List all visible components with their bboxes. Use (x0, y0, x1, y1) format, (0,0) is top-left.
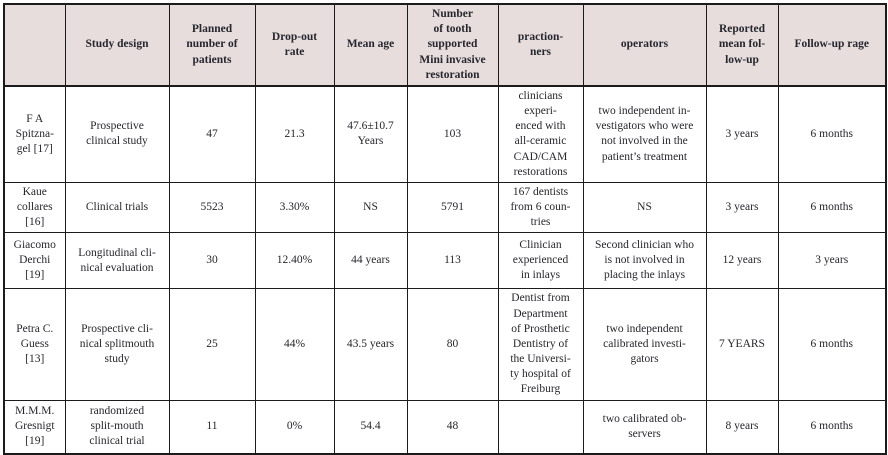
cell-practioners: clinicians experi- enced with all-cerami… (497, 85, 584, 183)
column-header-study-design: Study design (64, 3, 170, 87)
column-header-planned-patients: Planned number of patients (168, 3, 256, 87)
cell-mean-age: 47.6±10.7 Years (333, 85, 408, 183)
column-header-practioners: praction- ners (497, 3, 584, 87)
cell-study-design: Prospective clinical study (64, 85, 170, 183)
cell-mean-age: NS (333, 181, 408, 234)
cell-followup-range: 6 months (777, 288, 887, 401)
cell-dropout-rate: 21.3 (254, 85, 335, 183)
column-header-dropout-rate: Drop-out rate (254, 3, 335, 87)
cell-followup-range: 6 months (777, 85, 887, 183)
cell-operators: Second clinician who is not involved in … (582, 232, 707, 290)
cell-planned-patients: 25 (168, 288, 256, 401)
cell-dropout-rate: 44% (254, 288, 335, 401)
cell-practioners: 167 dentists from 6 coun- tries (497, 181, 584, 234)
cell-restorations-count: 103 (406, 85, 499, 183)
cell-planned-patients: 5523 (168, 181, 256, 234)
cell-restorations-count: 113 (406, 232, 499, 290)
cell-reported-followup: 3 years (705, 181, 779, 234)
cell-operators: NS (582, 181, 707, 234)
cell-dropout-rate: 0% (254, 399, 335, 455)
cell-planned-patients: 47 (168, 85, 256, 183)
cell-restorations-count: 48 (406, 399, 499, 455)
cell-study-design: Clinical trials (64, 181, 170, 234)
cell-reported-followup: 7 YEARS (705, 288, 779, 401)
column-header-restorations-count: Number of tooth supported Mini invasive … (406, 3, 499, 87)
cell-followup-range: 6 months (777, 399, 887, 455)
cell-practioners: Dentist from Department of Prosthetic De… (497, 288, 584, 401)
cell-planned-patients: 11 (168, 399, 256, 455)
cell-mean-age: 43.5 years (333, 288, 408, 401)
cell-reported-followup: 12 years (705, 232, 779, 290)
clinical-studies-table: Study design Planned number of patients … (3, 3, 887, 455)
cell-restorations-count: 5791 (406, 181, 499, 234)
cell-planned-patients: 30 (168, 232, 256, 290)
cell-author: Petra C. Guess [13] (3, 288, 66, 401)
cell-author: F A Spitzna- gel [17] (3, 85, 66, 183)
cell-reported-followup: 8 years (705, 399, 779, 455)
cell-mean-age: 54.4 (333, 399, 408, 455)
table-row: Giacomo Derchi [19] Longitudinal cli- ni… (3, 232, 887, 290)
cell-followup-range: 6 months (777, 181, 887, 234)
cell-operators: two independent in- vestigators who were… (582, 85, 707, 183)
table-row: M.M.M. Gresnigt [19] randomized split-mo… (3, 399, 887, 455)
column-header-empty (3, 3, 66, 87)
cell-followup-range: 3 years (777, 232, 887, 290)
cell-dropout-rate: 3.30% (254, 181, 335, 234)
cell-author: M.M.M. Gresnigt [19] (3, 399, 66, 455)
table-row: F A Spitzna- gel [17] Prospective clinic… (3, 85, 887, 183)
cell-operators: two calibrated ob- servers (582, 399, 707, 455)
cell-study-design: randomized split-mouth clinical trial (64, 399, 170, 455)
cell-author: Giacomo Derchi [19] (3, 232, 66, 290)
cell-restorations-count: 80 (406, 288, 499, 401)
cell-mean-age: 44 years (333, 232, 408, 290)
cell-reported-followup: 3 years (705, 85, 779, 183)
cell-author: Kaue collares [16] (3, 181, 66, 234)
column-header-mean-age: Mean age (333, 3, 408, 87)
column-header-reported-followup: Reported mean fol- low-up (705, 3, 779, 87)
cell-study-design: Longitudinal cli- nical evaluation (64, 232, 170, 290)
cell-practioners (497, 399, 584, 455)
header-row: Study design Planned number of patients … (3, 3, 887, 87)
column-header-operators: operators (582, 3, 707, 87)
cell-practioners: Clinician experienced in inlays (497, 232, 584, 290)
column-header-followup-range: Follow-up rage (777, 3, 887, 87)
cell-operators: two independent calibrated investi- gato… (582, 288, 707, 401)
cell-study-design: Prospective cli- nical splitmouth study (64, 288, 170, 401)
cell-dropout-rate: 12.40% (254, 232, 335, 290)
table-row: Kaue collares [16] Clinical trials 5523 … (3, 181, 887, 234)
table-row: Petra C. Guess [13] Prospective cli- nic… (3, 288, 887, 401)
